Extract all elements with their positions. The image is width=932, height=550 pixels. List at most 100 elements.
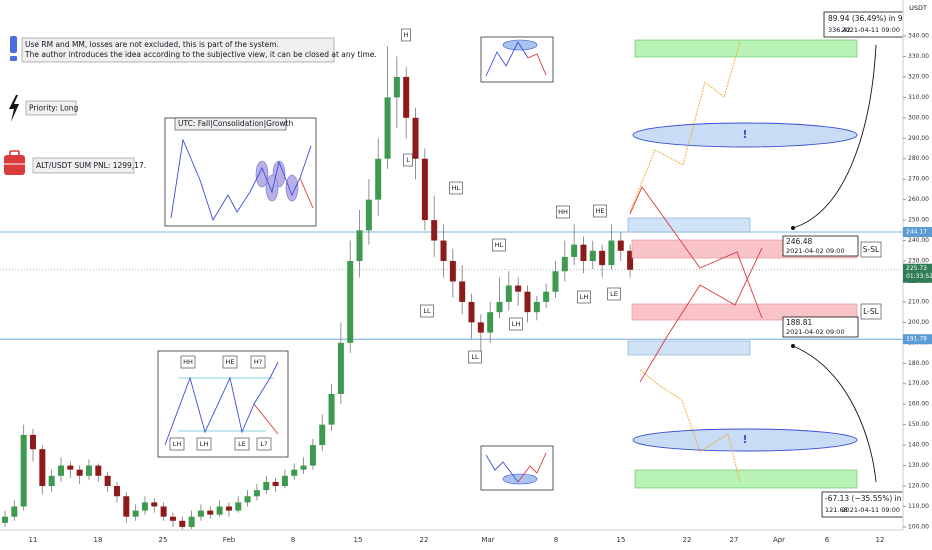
x-tick-label: 12 [876,536,885,544]
pattern-label: HH [558,208,568,216]
anchor [791,344,795,348]
pattern-label: LH [512,320,521,328]
currency: USDT [909,4,927,12]
candle-body [496,301,503,313]
level-badge [903,334,932,345]
candle-body [337,342,344,394]
pattern-label: LE [610,290,618,298]
y-tick-label: 290.00 [908,135,929,142]
x-tick-label: Feb [223,536,236,544]
ellipse [255,160,269,188]
x-tick-label: 15 [354,536,363,544]
stop-label: S-SL [863,245,880,254]
x-tick-label: 8 [554,536,558,544]
candle-body [30,434,36,450]
candle-body [85,465,92,476]
pattern-label: LH [580,293,589,301]
entry-zone [627,217,751,233]
candle-body [281,475,288,487]
zigzag [485,41,529,77]
candle-body [132,510,139,517]
x-tick-label: 25 [159,536,168,544]
y-tick-label: 260.00 [908,196,929,203]
x-tick-label: 22 [420,536,429,544]
callout-title: -67.13 (−35.55%) in 9d [825,494,914,503]
callout-price: 188.81 [786,318,812,327]
pattern-tag [401,28,411,42]
pattern-label: LH [173,440,182,448]
candle-body [57,465,64,476]
note-line: Use RM and MM, losses are not excluded, … [25,40,279,49]
pattern-label: HL [452,184,461,192]
callout-price: 336.42 [828,26,851,34]
y-tick-label: 210.00 [908,298,929,305]
pattern-label: L [406,156,410,164]
projection-short [639,369,741,483]
pattern-label: H [404,31,409,39]
candle-body [412,117,419,159]
callout-box [782,316,859,338]
stop-tag [860,241,882,258]
candle-body [291,469,298,476]
y-tick-label: 140.00 [908,442,929,449]
candle-body [188,516,195,527]
candle-body [440,240,447,262]
pattern-tag [169,437,185,451]
callout-arrow [792,44,877,229]
candle-body [151,502,158,507]
utc-title: UTC: Fall|Consolidation|Growth [178,119,294,128]
candle-body [468,301,475,323]
candle-body [253,490,260,497]
pattern-label: LL [471,353,479,361]
pattern-label: HE [226,358,235,366]
countdown: 01:33:52 [906,273,932,280]
candle-body [104,475,111,487]
candle-body [477,322,484,333]
priority: Priority: Long [29,104,78,113]
zigzag-alt [253,403,279,435]
candle-body [225,506,232,511]
projection-long [629,41,741,213]
candle-body [141,502,148,511]
projection-alt [629,186,763,319]
callout-time: 2021-04-11 09:00 [841,26,900,34]
candle-body [300,465,307,470]
entry-zone [627,340,751,356]
pattern-tag [234,437,250,451]
pattern-tag [509,317,523,331]
callout-box [823,11,904,38]
ellipse [265,174,279,202]
candle-body [309,445,316,466]
pattern-labels: HH HE H? LH LH LE L? [169,355,272,451]
candle-body [599,250,606,266]
alert-ellipse [632,428,858,452]
time-axis [0,530,903,550]
callout-time: 2021-04-02 09:00 [786,247,845,255]
candle-body [11,506,18,517]
candle-body [580,244,587,262]
y-tick-label: 280.00 [908,155,929,162]
candle-body [487,312,494,333]
pattern-tag [593,204,607,218]
candle-body [375,158,382,200]
y-tick-label: 180.00 [908,360,929,367]
y-tick-label: 270.00 [908,176,929,183]
alert-mark: ! [742,433,747,446]
zigzag-alt [299,177,314,209]
pattern-label: HH [183,358,193,366]
target-zone [634,39,858,58]
candle-body [48,475,55,487]
candle-body [571,244,578,257]
alert-mark: ! [742,128,747,141]
zigzag [170,138,312,222]
candle-body [347,261,354,343]
y-tick-label: 320.00 [908,73,929,80]
level-badge [903,227,932,238]
y-tick-label: 200.00 [908,319,929,326]
candle-body [431,220,438,241]
y-tick-label: 310.00 [908,94,929,101]
pattern-tag [250,355,266,369]
candle-body [617,240,624,251]
